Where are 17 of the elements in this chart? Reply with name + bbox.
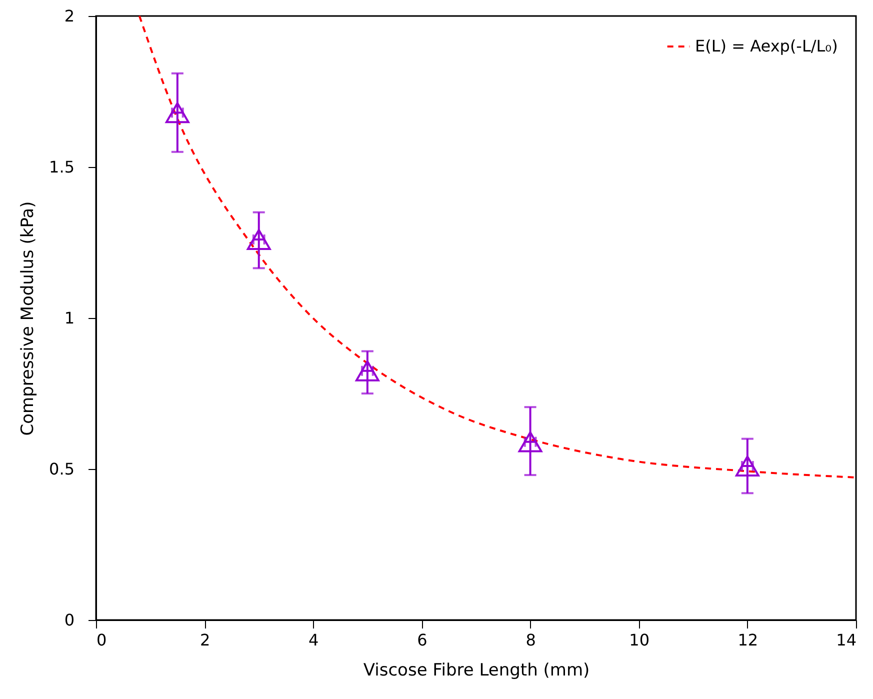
x-axis-title: Viscose Fibre Length (mm) [363,660,590,680]
x-tick-label: 2 [200,630,210,650]
y-tick-label: 1.5 [49,158,74,176]
x-tick-label: 6 [417,630,428,650]
x-tick-label: 12 [738,630,758,650]
x-tick-label: 0 [96,630,107,650]
y-tick-label: 2 [64,6,74,26]
x-tick-label: 14 [836,630,856,650]
line-series [138,15,857,478]
y-tick-label: 0.5 [49,460,74,478]
y-axis-title: Compressive Modulus (kPa) [18,201,38,436]
x-tick-label: 8 [526,630,536,650]
legend-label: E(L) = Aexp(-L/L₀) [695,36,838,56]
x-tick-label: 4 [308,630,319,650]
x-tick-label: 10 [629,630,650,650]
y-tick-label: 1 [64,308,74,328]
y-tick-label: 0 [64,610,74,630]
